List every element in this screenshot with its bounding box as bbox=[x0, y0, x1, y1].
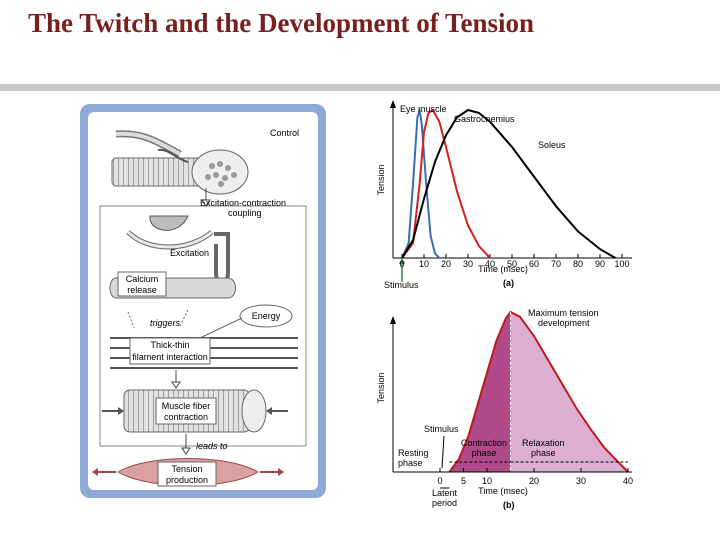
chart-b-tick-label: 5 bbox=[461, 476, 466, 486]
chart-a-ylabel: Tension bbox=[376, 164, 386, 195]
chart-a-tick-label: 80 bbox=[573, 259, 583, 269]
chart-b-resting-1: Resting bbox=[398, 448, 429, 458]
chart-b-contraction-2: phase bbox=[472, 448, 497, 458]
label-triggers: triggers bbox=[150, 318, 181, 328]
chart-a-tick-label: 40 bbox=[485, 259, 495, 269]
chart-b-latent-1: Latent bbox=[432, 488, 458, 498]
chart-a-tick-label: 70 bbox=[551, 259, 561, 269]
chart-b-resting-2: phase bbox=[398, 458, 423, 468]
chart-b-tension-curve bbox=[448, 310, 629, 473]
chart-b-ylabel: Tension bbox=[376, 372, 386, 403]
chart-b-tick-label: 10 bbox=[482, 476, 492, 486]
label-fiber-1: Muscle fiber bbox=[162, 401, 211, 411]
chart-b-panel-label: (b) bbox=[503, 500, 515, 510]
nerve-fiber-illustration bbox=[111, 130, 249, 195]
label-control: Control bbox=[270, 128, 299, 138]
chart-b-relaxation-1: Relaxation bbox=[522, 438, 565, 448]
chart-b-xlabel: Time (msec) bbox=[478, 486, 528, 496]
chart-a-stimulus: Stimulus bbox=[384, 280, 419, 290]
label-excitation: Excitation bbox=[170, 248, 209, 258]
label-thick-1: Thick-thin bbox=[150, 340, 189, 350]
label-tension-2: production bbox=[166, 475, 208, 485]
chart-a-tick-label: 30 bbox=[463, 259, 473, 269]
chart-b-tick-label: 20 bbox=[529, 476, 539, 486]
chart-a: Tension Time (msec) (a) Stimulus 0 10 20 30… bbox=[376, 100, 632, 290]
chart-a-series-name: Eye muscle bbox=[400, 104, 447, 114]
label-calcium-2: release bbox=[127, 285, 157, 295]
label-calcium-1: Calcium bbox=[126, 274, 159, 284]
chart-a-series-eye-muscle bbox=[401, 109, 441, 259]
chart-b-tick-label: 0 bbox=[437, 476, 442, 486]
page-title: The Twitch and the Development of Tensio… bbox=[28, 8, 535, 38]
label-leads-to: leads to bbox=[196, 441, 228, 451]
process-diagram-panel: Control Excitation-contraction coupling … bbox=[80, 104, 326, 498]
chart-a-series-name: Soleus bbox=[538, 140, 566, 150]
chart-b-contraction-1: Contraction bbox=[461, 438, 507, 448]
chart-a-tick-label: 100 bbox=[614, 259, 629, 269]
label-energy: Energy bbox=[252, 311, 281, 321]
label-tension-1: Tension bbox=[171, 464, 202, 474]
chart-a-tick-label: 60 bbox=[529, 259, 539, 269]
process-diagram: Control Excitation-contraction coupling … bbox=[88, 112, 318, 490]
ec-coupling-box bbox=[99, 205, 307, 447]
chart-b-contraction-area bbox=[449, 312, 511, 472]
process-diagram-svg: Control Excitation-contraction coupling … bbox=[92, 128, 307, 487]
label-thick-2: filament interaction bbox=[132, 352, 208, 362]
chart-a-tick-label: 20 bbox=[441, 259, 451, 269]
chart-b-stimulus: Stimulus bbox=[424, 424, 459, 434]
chart-a-series-soleus bbox=[401, 109, 616, 259]
chart-b-peak-1: Maximum tension bbox=[528, 308, 599, 318]
chart-b-peak-2: development bbox=[538, 318, 590, 328]
chart-a-series-name: Gastrocnemius bbox=[454, 114, 515, 124]
chart-b-relaxation-2: phase bbox=[531, 448, 556, 458]
chart-b-latent-2: period bbox=[432, 498, 457, 508]
chart-b-tick-label: 30 bbox=[576, 476, 586, 486]
label-fiber-2: contraction bbox=[164, 412, 208, 422]
label-ecc-1: Excitation-contraction bbox=[200, 198, 286, 208]
chart-b: Tension Time (msec) (b) Stimulus Resting… bbox=[376, 308, 633, 510]
chart-b-stimulus-pointer bbox=[441, 435, 445, 469]
chart-a-series-gastrocnemius bbox=[401, 109, 491, 259]
chart-a-xlabel: Time (msec) bbox=[478, 264, 528, 274]
synapse-icon bbox=[149, 215, 189, 231]
chart-a-tick-label: 50 bbox=[507, 259, 517, 269]
chart-a-stimulus-arrow bbox=[399, 258, 405, 264]
chart-a-panel-label: (a) bbox=[503, 278, 514, 288]
title-divider bbox=[0, 84, 720, 91]
chart-a-tick-label: 10 bbox=[419, 259, 429, 269]
chart-b-tick-label: 40 bbox=[623, 476, 633, 486]
chart-a-tick-label: 0 bbox=[399, 259, 404, 269]
chart-b-relaxation-area bbox=[510, 312, 628, 472]
chart-a-tick-label: 90 bbox=[595, 259, 605, 269]
energy-bubble bbox=[239, 304, 293, 328]
label-ecc-2: coupling bbox=[228, 208, 262, 218]
